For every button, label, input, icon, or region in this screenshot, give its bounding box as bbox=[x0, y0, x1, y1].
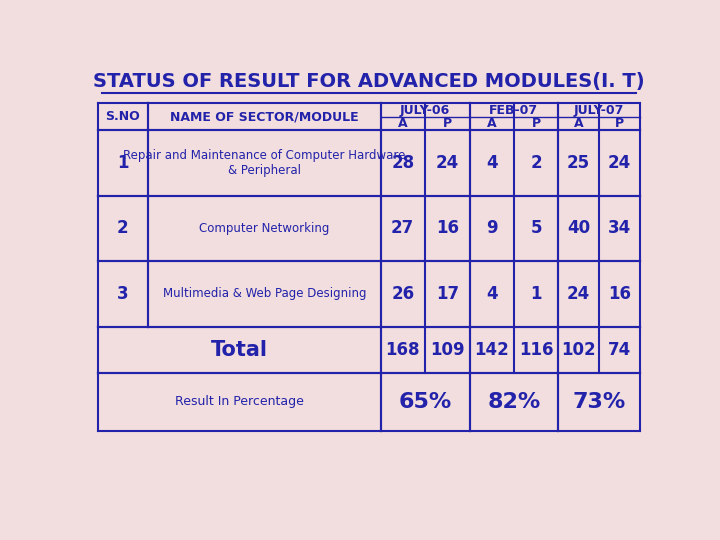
Text: 168: 168 bbox=[385, 341, 420, 359]
Text: 74: 74 bbox=[608, 341, 631, 359]
Text: A: A bbox=[398, 117, 408, 130]
Text: P: P bbox=[615, 117, 624, 130]
Text: 65%: 65% bbox=[399, 392, 452, 411]
Text: JULY-06: JULY-06 bbox=[400, 104, 450, 117]
Text: 17: 17 bbox=[436, 285, 459, 303]
Text: Repair and Maintenance of Computer Hardware
& Peripheral: Repair and Maintenance of Computer Hardw… bbox=[123, 149, 405, 177]
Text: 34: 34 bbox=[608, 219, 631, 238]
Text: 4: 4 bbox=[486, 154, 498, 172]
Text: 40: 40 bbox=[567, 219, 590, 238]
Text: A: A bbox=[574, 117, 583, 130]
Text: 24: 24 bbox=[567, 285, 590, 303]
Text: A: A bbox=[487, 117, 497, 130]
Text: Total: Total bbox=[211, 340, 268, 360]
Text: Computer Networking: Computer Networking bbox=[199, 222, 330, 235]
Text: 1: 1 bbox=[530, 285, 541, 303]
Text: 1: 1 bbox=[117, 154, 129, 172]
Text: 24: 24 bbox=[608, 154, 631, 172]
Text: Result In Percentage: Result In Percentage bbox=[175, 395, 304, 408]
Text: S.NO: S.NO bbox=[106, 110, 140, 123]
Text: 142: 142 bbox=[474, 341, 509, 359]
Text: NAME OF SECTOR/MODULE: NAME OF SECTOR/MODULE bbox=[170, 110, 359, 123]
Text: STATUS OF RESULT FOR ADVANCED MODULES(I. T): STATUS OF RESULT FOR ADVANCED MODULES(I.… bbox=[93, 72, 645, 91]
Text: 116: 116 bbox=[519, 341, 553, 359]
Text: 9: 9 bbox=[486, 219, 498, 238]
Text: P: P bbox=[443, 117, 452, 130]
Text: FEB-07: FEB-07 bbox=[490, 104, 539, 117]
Text: 2: 2 bbox=[530, 154, 542, 172]
Text: 4: 4 bbox=[486, 285, 498, 303]
Text: 16: 16 bbox=[436, 219, 459, 238]
Text: 26: 26 bbox=[391, 285, 414, 303]
Text: 82%: 82% bbox=[487, 392, 541, 411]
Text: 25: 25 bbox=[567, 154, 590, 172]
Text: P: P bbox=[531, 117, 541, 130]
Text: Multimedia & Web Page Designing: Multimedia & Web Page Designing bbox=[163, 287, 366, 300]
Text: 102: 102 bbox=[562, 341, 596, 359]
Text: 2: 2 bbox=[117, 219, 129, 238]
Text: 24: 24 bbox=[436, 154, 459, 172]
Text: JULY-07: JULY-07 bbox=[574, 104, 624, 117]
Text: 5: 5 bbox=[530, 219, 541, 238]
Text: 28: 28 bbox=[391, 154, 414, 172]
Text: 3: 3 bbox=[117, 285, 129, 303]
Text: 27: 27 bbox=[391, 219, 414, 238]
Text: 73%: 73% bbox=[572, 392, 626, 411]
Text: 16: 16 bbox=[608, 285, 631, 303]
Text: 109: 109 bbox=[430, 341, 464, 359]
